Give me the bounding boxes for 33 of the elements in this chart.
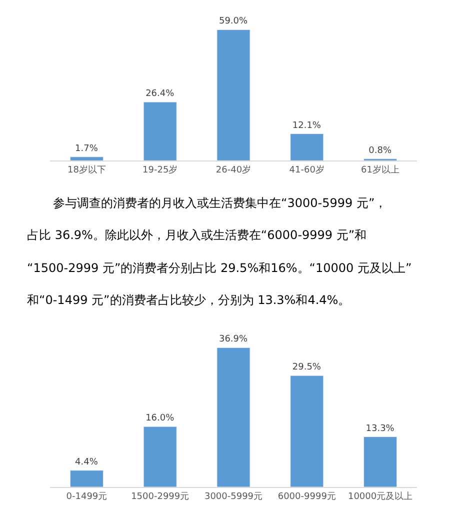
x-tick-label: 1500-2999元 (131, 490, 190, 502)
bar (364, 436, 398, 487)
bar (70, 470, 104, 487)
x-tick-label: 41-60岁 (289, 164, 324, 176)
data-label: 36.9% (218, 334, 248, 345)
data-label: 0.8% (368, 146, 392, 156)
bar (216, 347, 250, 487)
x-tick-label: 0-1499元 (66, 490, 108, 502)
data-label: 26.4% (146, 89, 175, 100)
bar (216, 29, 250, 161)
x-tick-label: 10000元及以上 (348, 490, 413, 502)
data-label: 1.7% (75, 144, 98, 154)
bar (143, 426, 177, 487)
data-label: 13.3% (366, 424, 395, 434)
data-label: 4.4% (75, 457, 98, 468)
bar (290, 375, 324, 487)
bar (70, 156, 104, 161)
x-tick-label: 18岁以下 (67, 164, 106, 176)
x-tick-label: 3000-5999元 (204, 490, 263, 502)
text: 占比 36.9%。除此以外，月收入或生活费在“6000-9999 元”和 (27, 228, 367, 242)
x-tick-label: 61岁以上 (361, 164, 400, 176)
text: 和“0-1499 元”的消费者占比较少，分别为 13.3%和4.4%。 (27, 293, 350, 307)
x-tick-label: 6000-9999元 (278, 490, 336, 502)
text: “1500-2999 元”的消费者分别占比 29.5%和16%。“10000 元及以上” (27, 261, 412, 275)
x-tick-label: 19-25岁 (142, 164, 178, 176)
data-label: 59.0% (218, 16, 248, 27)
bar (290, 134, 324, 161)
data-label: 12.1% (292, 120, 322, 131)
data-label: 16.0% (146, 414, 175, 424)
data-label: 29.5% (292, 362, 322, 373)
bar (143, 102, 177, 161)
text: 参与调查的消费者的月收入或生活费集中在“3000-5999 元”， (53, 196, 387, 210)
x-tick-label: 26-40岁 (216, 164, 252, 176)
